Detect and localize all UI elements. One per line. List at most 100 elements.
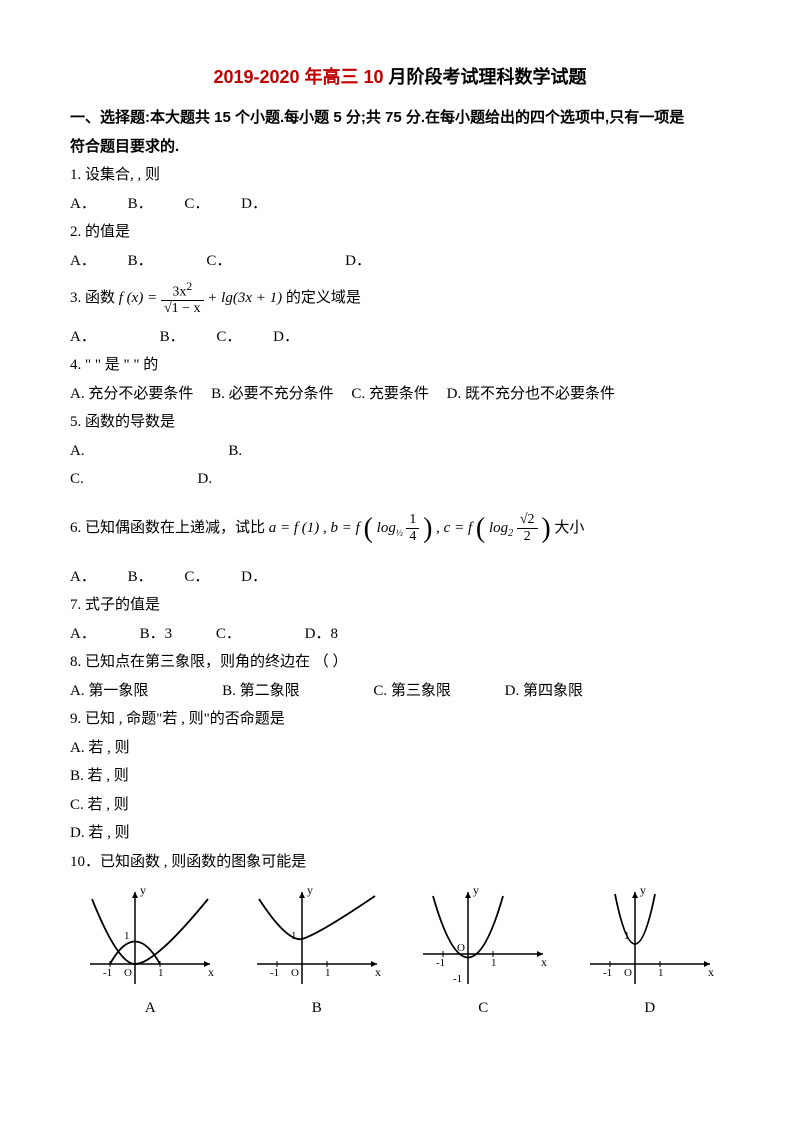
graph-a-svg: y x -1 O 1 1 xyxy=(80,884,220,994)
svg-text:-1: -1 xyxy=(103,967,112,979)
q3-a: A． xyxy=(70,329,96,345)
q8-a: A. 第一象限 xyxy=(70,683,148,699)
graph-b-svg: y x -1 O 1 1 xyxy=(247,884,387,994)
svg-text:1: 1 xyxy=(124,930,130,942)
q3: 3. 函数 f (x) = 3x2 √1 − x + lg(3x + 1) 的定… xyxy=(70,281,730,316)
q1-a: A． xyxy=(70,196,96,212)
q7-opts: A． B．3 C． D．8 xyxy=(70,620,730,649)
q3-d: D． xyxy=(273,329,299,345)
q10-stem: 10．已知函数 , 则函数的图象可能是 xyxy=(70,854,306,870)
svg-text:y: y xyxy=(473,884,479,897)
q8-opts: A. 第一象限 B. 第二象限 C. 第三象限 D. 第四象限 xyxy=(70,677,730,706)
q7-c: C． xyxy=(216,626,241,642)
q3-sup: 2 xyxy=(186,280,192,293)
q9-c: C. 若 , 则 xyxy=(70,791,730,820)
q5: 5. 函数的导数是 xyxy=(70,408,730,437)
q2: 2. 的值是 xyxy=(70,218,730,247)
q6-c: c = f ( log2 √22 ) xyxy=(444,520,555,536)
q9: 9. 已知 , 命题"若 , 则"的否命题是 xyxy=(70,705,730,734)
svg-text:O: O xyxy=(124,967,132,979)
q3-fx: f (x) = xyxy=(119,290,161,306)
svg-text:1: 1 xyxy=(491,957,497,969)
q5-opts1: A. B. xyxy=(70,437,730,466)
svg-text:O: O xyxy=(624,967,632,979)
q4-opts: A. 充分不必要条件 B. 必要不充分条件 C. 充要条件 D. 既不充分也不必… xyxy=(70,380,730,409)
q6: 6. 已知偶函数在上递减，试比 a = f (1) , b = f ( log⅓… xyxy=(70,502,730,555)
q4-c: C. 充要条件 xyxy=(351,386,429,402)
q8-d: D. 第四象限 xyxy=(505,683,583,699)
q3-frac: 3x2 √1 − x xyxy=(161,281,204,316)
q2-c: C． xyxy=(206,253,231,269)
q7-a: A． xyxy=(70,626,96,642)
svg-text:-1: -1 xyxy=(453,973,462,985)
q1-opts: A． B． C． D． xyxy=(70,190,730,219)
q1-b: B． xyxy=(128,196,153,212)
q7-b: B．3 xyxy=(140,626,173,642)
q1-d: D． xyxy=(241,196,267,212)
q1: 1. 设集合, , 则 xyxy=(70,161,730,190)
graph-d: y x -1 O 1 1 D xyxy=(570,884,731,1023)
q3-den: 1 − x xyxy=(172,301,201,316)
q9-a: A. 若 , 则 xyxy=(70,734,730,763)
q2-stem: 2. 的值是 xyxy=(70,224,130,240)
graph-d-label: D xyxy=(570,994,731,1023)
q5-opts2: C. D. xyxy=(70,465,730,494)
q10: 10．已知函数 , 则函数的图象可能是 xyxy=(70,848,730,877)
svg-text:x: x xyxy=(541,955,547,969)
q8-b: B. 第二象限 xyxy=(222,683,300,699)
q8-stem: 8. 已知点在第三象限，则角的终边在 （ ） xyxy=(70,654,348,670)
graph-c: y x -1 O 1 -1 C xyxy=(403,884,564,1023)
q6-b-pre: b = f xyxy=(331,520,364,536)
q3-num: 3x xyxy=(172,285,186,300)
q2-d: D． xyxy=(345,253,371,269)
q4: 4. " " 是 " " 的 xyxy=(70,351,730,380)
section-line2: 符合题目要求的. xyxy=(70,138,179,155)
q2-b: B． xyxy=(128,253,153,269)
q6-a-opt: A． xyxy=(70,569,96,585)
q2-opts: A． B． C． D． xyxy=(70,247,730,276)
svg-text:y: y xyxy=(307,884,313,897)
svg-text:y: y xyxy=(140,884,146,897)
q1-c: C． xyxy=(184,196,209,212)
q5-stem: 5. 函数的导数是 xyxy=(70,414,175,430)
q7: 7. 式子的值是 xyxy=(70,591,730,620)
q3-c: C． xyxy=(216,329,241,345)
q6-b: b = f ( log⅓ 14 ) xyxy=(331,520,437,536)
q6-sep1: , xyxy=(323,520,331,536)
q7-d: D．8 xyxy=(305,626,338,642)
graph-c-svg: y x -1 O 1 -1 xyxy=(413,884,553,994)
q5-b: B. xyxy=(228,443,242,459)
q5-a: A. xyxy=(70,443,85,459)
graph-a-label: A xyxy=(70,994,231,1023)
q3-opts: A． B． C． D． xyxy=(70,323,730,352)
section-line1: 一、选择题:本大题共 15 个小题.每小题 5 分;共 75 分.在每小题给出的… xyxy=(70,109,684,126)
q5-c: C. xyxy=(70,471,84,487)
q1-stem: 1. 设集合, , 则 xyxy=(70,167,160,183)
q2-a: A． xyxy=(70,253,96,269)
q3-plus: + lg(3x + 1) xyxy=(207,290,282,306)
exam-title: 2019-2020 年高三 10 月阶段考试理科数学试题 xyxy=(70,60,730,94)
q7-stem: 7. 式子的值是 xyxy=(70,597,160,613)
graph-d-svg: y x -1 O 1 1 xyxy=(580,884,720,994)
q4-d: D. 既不充分也不必要条件 xyxy=(447,386,615,402)
graph-c-label: C xyxy=(403,994,564,1023)
q6-suffix: 大小 xyxy=(554,520,584,536)
q4-b: B. 必要不充分条件 xyxy=(211,386,334,402)
q9-b: B. 若 , 则 xyxy=(70,762,730,791)
q3-b: B． xyxy=(160,329,185,345)
q9-d: D. 若 , 则 xyxy=(70,819,730,848)
q8-c: C. 第三象限 xyxy=(373,683,451,699)
q8: 8. 已知点在第三象限，则角的终边在 （ ） xyxy=(70,648,730,677)
svg-text:-1: -1 xyxy=(270,967,279,979)
q4-a: A. 充分不必要条件 xyxy=(70,386,193,402)
svg-text:x: x xyxy=(375,965,381,979)
q6-sep2: , xyxy=(436,520,444,536)
q3-prefix: 3. 函数 xyxy=(70,290,119,306)
q4-stem: 4. " " 是 " " 的 xyxy=(70,357,158,373)
q6-a-eq: a = f (1) xyxy=(269,520,320,536)
q6-opts: A． B． C． D． xyxy=(70,563,730,592)
q3-suffix: 的定义域是 xyxy=(286,290,361,306)
q6-prefix: 6. 已知偶函数在上递减，试比 xyxy=(70,520,265,536)
section-header: 一、选择题:本大题共 15 个小题.每小题 5 分;共 75 分.在每小题给出的… xyxy=(70,104,730,161)
svg-text:1: 1 xyxy=(158,967,164,979)
